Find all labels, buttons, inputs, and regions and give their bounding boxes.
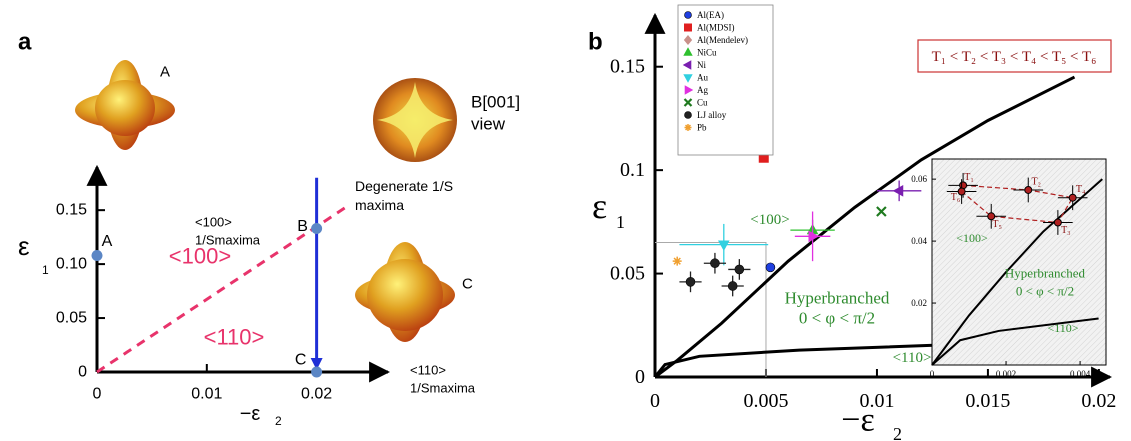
annotation: <110>	[204, 325, 265, 350]
y-tick-label: 0.04	[911, 236, 927, 246]
point	[312, 367, 322, 377]
y-axis-label: ε	[18, 231, 30, 261]
point	[710, 259, 719, 268]
annotation: Hyperbranched	[1005, 266, 1086, 281]
y-axis-label: ε	[592, 186, 607, 226]
y-axis-label-sub: 1	[42, 263, 49, 277]
point	[686, 277, 695, 286]
annotation: B[001]	[471, 93, 520, 112]
y-tick-label: 0.15	[56, 202, 87, 219]
legend-marker	[685, 24, 692, 31]
y-tick-label: 0.05	[610, 263, 645, 285]
point	[735, 265, 744, 274]
x-tick-label: 0.02	[1081, 390, 1116, 412]
point-label: T₅	[992, 219, 1002, 230]
point-label: T₄	[1076, 184, 1086, 195]
point	[1069, 194, 1076, 201]
legend-label: Al(EA)	[697, 10, 724, 20]
figure: 00.010.0200.050.100.15a−ε2ε1ABCA<100>1/S…	[0, 0, 1131, 441]
legend-label: Al(Mendelev)	[697, 35, 748, 45]
annotation: A	[160, 64, 170, 81]
point-label: A	[102, 233, 113, 250]
annotation: 0 < φ < π/2	[799, 309, 875, 328]
y-tick-label: 0.02	[911, 298, 927, 308]
point	[728, 281, 737, 290]
x-tick-label: 0.005	[743, 390, 788, 412]
point	[92, 250, 102, 260]
y-tick-label: 0	[635, 366, 645, 388]
legend-label: Ni	[697, 60, 706, 70]
annotation: <100>	[750, 212, 789, 228]
point	[1025, 186, 1032, 193]
legend-label: NiCu	[697, 48, 717, 58]
x-axis-label: −ε	[841, 402, 874, 439]
panel-label: b	[588, 29, 603, 56]
point-label: T₃	[1061, 225, 1071, 236]
x-axis-label-sub: 2	[275, 414, 282, 428]
x-tick-label: 0.004	[1070, 369, 1091, 379]
point-label: T₂	[1031, 176, 1041, 187]
y-tick-label: 0.1	[620, 159, 645, 181]
point	[766, 263, 775, 272]
annotation: C	[462, 276, 473, 293]
annotation: <110>	[410, 363, 446, 378]
x-tick-label: 0	[93, 386, 102, 403]
point-label: T₆	[951, 192, 961, 203]
legend-label: Cu	[697, 98, 708, 108]
blob-c	[355, 242, 455, 342]
point-label: C	[295, 352, 307, 369]
y-axis-label-sub: 1	[616, 212, 625, 232]
x-tick-label: 0.01	[191, 386, 222, 403]
legend-marker	[685, 12, 692, 19]
x-tick-label: 0	[930, 369, 935, 379]
annotation: <100>	[169, 244, 231, 269]
legend-marker	[685, 112, 692, 119]
x-axis-label-sub: 2	[893, 424, 902, 441]
annotation: 0 < φ < π/2	[1016, 284, 1074, 299]
panel-label: a	[18, 29, 32, 56]
legend-label: Ag	[697, 85, 708, 95]
legend-label: LJ alloy	[697, 110, 727, 120]
y-tick-label: 0.10	[56, 256, 87, 273]
annotation: Degenerate 1/S	[355, 178, 453, 194]
annotation: <100>	[195, 215, 232, 230]
annotation: view	[471, 115, 506, 134]
legend-label: Au	[697, 73, 708, 83]
y-tick-label: 0.05	[56, 310, 87, 327]
x-tick-label: 0.015	[965, 390, 1010, 412]
annotation: maxima	[355, 197, 404, 213]
point-label: B	[297, 218, 308, 235]
y-tick-label: 0	[78, 364, 87, 381]
annotation: 1/Smaxima	[410, 381, 476, 396]
point	[894, 186, 903, 196]
point	[673, 257, 682, 266]
point	[719, 241, 729, 250]
x-tick-label: 0	[650, 390, 660, 412]
point-label: T₁	[964, 172, 974, 183]
x-tick-label: 0.02	[301, 386, 332, 403]
legend-label: Pb	[697, 123, 707, 133]
x-axis-label: −ε	[240, 403, 261, 425]
point	[312, 224, 322, 234]
annotation: <100>	[956, 231, 988, 245]
legend-note: T₁ < T₂ < T₃ < T₄ < T₅ < T₆	[932, 49, 1097, 65]
legend-marker	[685, 124, 692, 131]
y-tick-label: 0.06	[911, 174, 927, 184]
x-tick-label: 0.002	[996, 369, 1016, 379]
legend-label: Al(MDSI)	[697, 23, 735, 33]
annotation: Hyperbranched	[785, 289, 890, 308]
blob-b	[373, 78, 457, 162]
annotation: <110>	[1047, 321, 1078, 335]
y-tick-label: 0.15	[610, 56, 645, 78]
point	[877, 207, 886, 216]
annotation: <110>	[893, 350, 932, 366]
